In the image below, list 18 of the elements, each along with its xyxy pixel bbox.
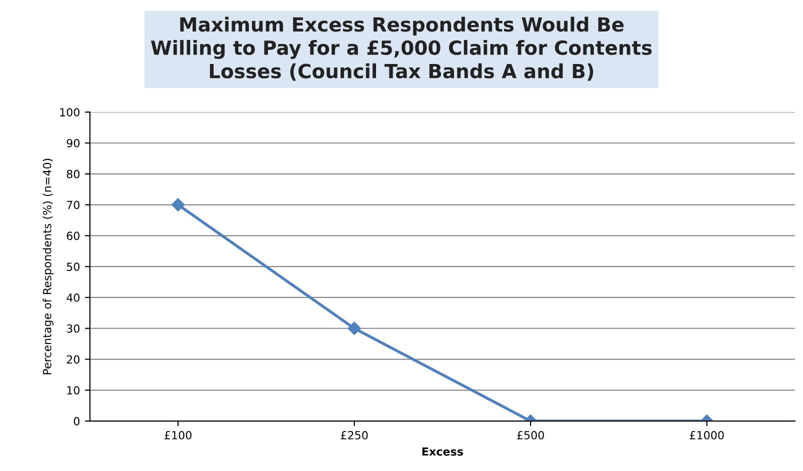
y-tick-label: 60 bbox=[66, 232, 80, 240]
y-tick-label: 20 bbox=[66, 355, 80, 364]
x-axis-title: Excess bbox=[422, 447, 463, 456]
y-tick-label: 90 bbox=[66, 138, 80, 148]
y-tick-label: 70 bbox=[66, 200, 80, 210]
x-tick-label: £1000 bbox=[690, 430, 724, 440]
x-tick-label: £250 bbox=[340, 430, 368, 440]
y-tick-label: 50 bbox=[66, 262, 80, 271]
y-tick-label: 40 bbox=[66, 293, 80, 302]
y-tick-label: 30 bbox=[66, 324, 80, 333]
x-tick-label: £500 bbox=[517, 430, 544, 440]
y-tick-label: 10 bbox=[67, 386, 80, 395]
chart-title: Maximum Excess Respondents Would Be Willing to Pay for a £5,000 Claim for Contents Losses (Council Tax Bands A and B) bbox=[150, 16, 652, 81]
y-tick-label: 0 bbox=[74, 417, 80, 426]
y-tick-label: 80 bbox=[66, 170, 80, 178]
x-tick-label: £100 bbox=[164, 430, 192, 440]
y-tick-label: 100 bbox=[60, 108, 80, 116]
y-axis-title: Percentage of Respondents (%) (n=40) bbox=[42, 158, 54, 374]
